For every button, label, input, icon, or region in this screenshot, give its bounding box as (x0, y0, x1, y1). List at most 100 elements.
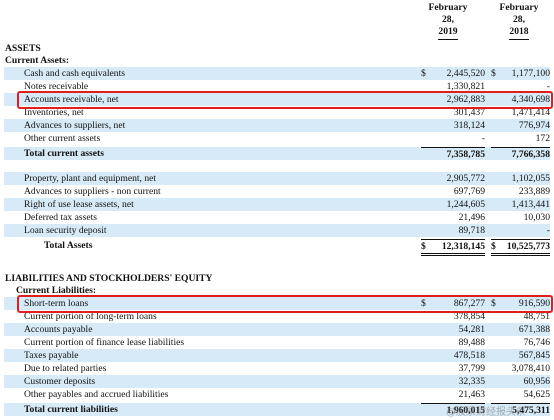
amount: 301,437 (453, 107, 485, 118)
row-label: Inventories, net (24, 107, 84, 118)
amount: 10,030 (523, 212, 550, 223)
table-row: Property, plant and equipment, net 2,905,… (4, 172, 550, 185)
amount: 1,177,100 (511, 68, 550, 79)
table-row: LIABILITIES AND STOCKHOLDERS' EQUITY (4, 272, 550, 285)
table-row: Cash and cash equivalents $2,445,520 $1,17… (4, 67, 550, 80)
value-2018: 4,340,698 (491, 93, 550, 106)
header-line: February (428, 2, 468, 13)
row-label: Taxes payable (24, 350, 79, 361)
highlight-accounts-receivable (17, 91, 553, 109)
highlight-short-term-loans (17, 295, 553, 313)
table-row: Advances to suppliers - non current 697,7… (4, 185, 550, 198)
dollar-sign: $ (421, 298, 426, 309)
row-label: Total current liabilities (24, 404, 118, 415)
amount: - (546, 225, 550, 236)
column-header-2019: February 28, 2019 (414, 2, 482, 40)
row-label: Accounts payable (24, 324, 93, 335)
amount: 32,335 (458, 376, 485, 387)
value-2019: 318,124 (421, 119, 485, 132)
table-row: Right of use lease assets, net 1,244,605 1… (4, 198, 550, 211)
value-2018: 233,889 (491, 185, 550, 198)
value-2018: 60,956 (491, 375, 550, 388)
amount: 21,496 (458, 212, 485, 223)
value-2019: 89,718 (421, 224, 485, 237)
table-row: Current portion of finance lease liabili… (4, 336, 550, 349)
dollar-sign: $ (491, 68, 496, 79)
amount: 89,488 (458, 337, 485, 348)
value-2019: $867,277 (421, 297, 485, 310)
table-row: Total Assets $12,318,145 $10,525,773 (4, 239, 550, 256)
value-2018: 54,625 (491, 388, 550, 401)
value-2018: 1,413,441 (491, 198, 550, 211)
amount: 1,244,605 (446, 199, 485, 210)
header-line: February (499, 2, 539, 13)
value-2018: 776,974 (491, 119, 550, 132)
amount: 2,445,520 (446, 68, 485, 79)
amount: 378,854 (453, 311, 485, 322)
row-label: Advances to suppliers, net (24, 120, 126, 131)
value-2018: $10,525,773 (491, 239, 550, 256)
header-line: 28, (442, 14, 454, 25)
amount: 478,518 (453, 350, 485, 361)
amount: 1,102,055 (511, 173, 550, 184)
value-2019: 89,488 (421, 336, 485, 349)
row-label: Total current assets (24, 148, 104, 159)
value-2018: 7,766,358 (491, 147, 550, 161)
amount: 1,471,414 (511, 107, 550, 118)
table-row: Advances to suppliers, net 318,124 776,974 (4, 119, 550, 132)
amount: 60,956 (523, 376, 550, 387)
amount: 4,340,698 (511, 94, 550, 105)
value-2018: 3,078,410 (491, 362, 550, 375)
amount: 2,962,883 (446, 94, 485, 105)
row-label: Current portion of finance lease liabili… (24, 337, 185, 348)
row-label: Right of use lease assets, net (24, 199, 134, 210)
table-row: Customer deposits 32,335 60,956 (4, 375, 550, 388)
row-label: Other current assets (24, 133, 101, 144)
value-2018: 5,475,311 (491, 403, 550, 417)
row-label: Due to related parties (24, 363, 107, 374)
table-row: Total current liabilities 1,960,015 5,475,… (4, 403, 550, 416)
row-label: Loan security deposit (24, 225, 107, 236)
value-2019: 37,799 (421, 362, 485, 375)
column-header-2018: February 28, 2018 (488, 2, 550, 40)
amount: 697,769 (453, 186, 485, 197)
value-2018: 172 (491, 132, 550, 145)
value-2019: 2,905,772 (421, 172, 485, 185)
value-2018: 48,751 (491, 310, 550, 323)
dollar-sign: $ (421, 241, 426, 252)
row-label: Other payables and accrued liabilities (24, 389, 169, 400)
value-2019: 54,281 (421, 323, 485, 336)
table-row: Total current assets 7,358,785 7,766,358 (4, 147, 550, 160)
watermark: @股票财经报头条 (446, 407, 526, 418)
value-2019: $12,318,145 (421, 239, 485, 256)
value-2019: 1,244,605 (421, 198, 485, 211)
value-2018: 1,471,414 (491, 106, 550, 119)
value-2018: - (491, 80, 550, 93)
value-2019: 2,962,883 (421, 93, 485, 106)
row-label: Short-term loans (24, 298, 89, 309)
value-2018: 1,102,055 (491, 172, 550, 185)
table-row: ASSETS (4, 42, 550, 55)
amount: 1,330,821 (446, 81, 485, 92)
amount: - (546, 81, 550, 92)
header-line: 28, (513, 14, 525, 25)
amount: 233,889 (518, 186, 550, 197)
table-row: Short-term loans $867,277 $916,590 (4, 297, 550, 310)
row-label: ASSETS (5, 43, 41, 54)
header-line: 2018 (509, 26, 529, 40)
amount: 37,799 (458, 363, 485, 374)
row-label: Property, plant and equipment, net (24, 173, 157, 184)
value-2018: $1,177,100 (491, 67, 550, 80)
amount: 10,525,773 (506, 241, 550, 252)
row-label: Notes receivable (24, 81, 89, 92)
amount: 567,845 (518, 350, 550, 361)
amount: 89,718 (458, 225, 485, 236)
amount: - (481, 133, 485, 144)
row-label: Accounts receivable, net (24, 94, 119, 105)
value-2018: - (491, 224, 550, 237)
dollar-sign: $ (491, 241, 496, 252)
row-label: Total Assets (44, 240, 93, 251)
header-line: 2019 (438, 26, 458, 40)
value-2019: 478,518 (421, 349, 485, 362)
